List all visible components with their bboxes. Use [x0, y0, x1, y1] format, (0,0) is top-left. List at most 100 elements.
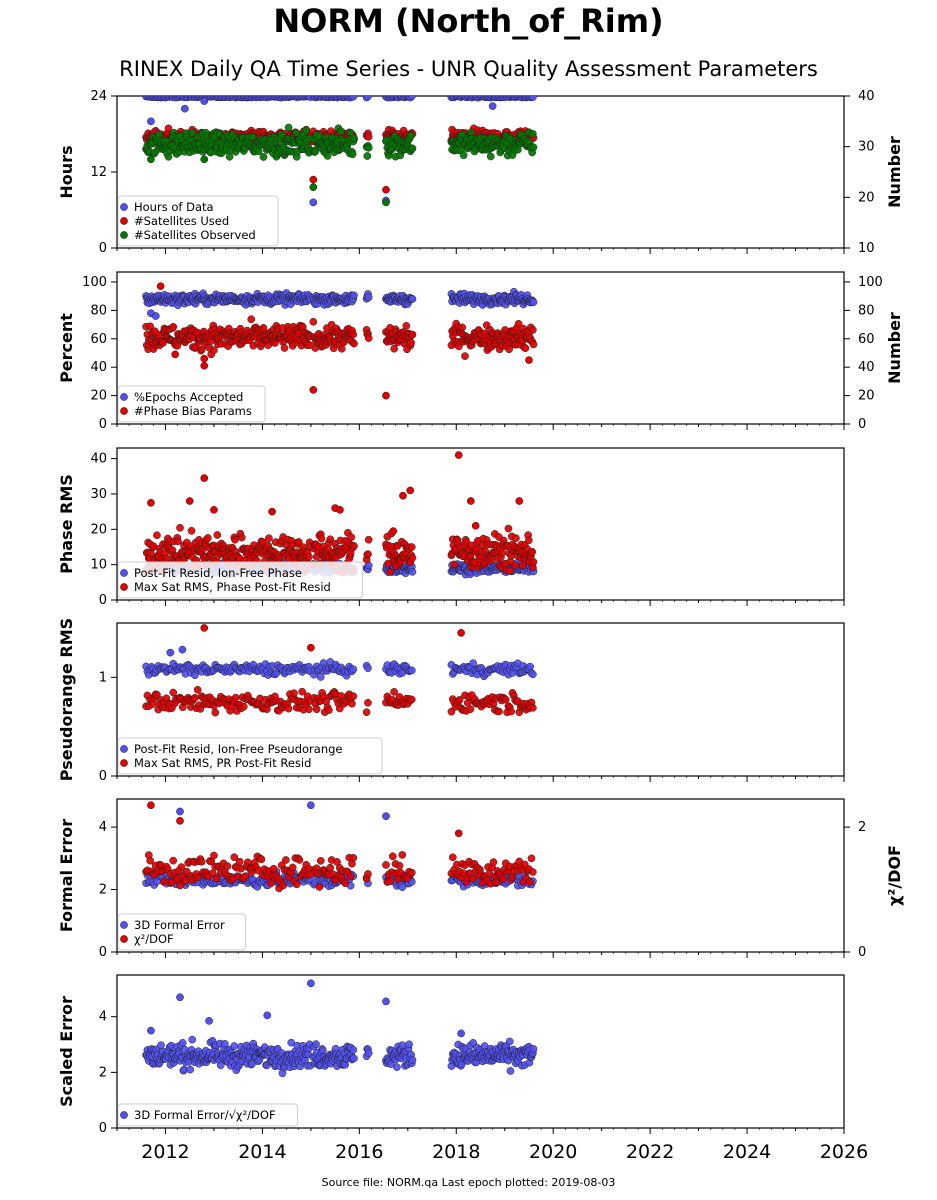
legend-label: #Phase Bias Params [134, 404, 252, 418]
data-point [216, 1061, 225, 1070]
y-tick-label: 0 [99, 945, 107, 960]
data-point [208, 869, 217, 878]
data-point [450, 560, 458, 569]
data-point [407, 543, 416, 551]
data-point [407, 338, 415, 347]
data-point [316, 857, 325, 865]
legend-marker [120, 583, 128, 591]
data-point [364, 96, 372, 101]
data-point [178, 1039, 187, 1047]
data-point [407, 868, 416, 877]
data-point [526, 878, 534, 886]
data-point [528, 703, 537, 712]
data-point [364, 334, 373, 342]
legend: Post-Fit Resid, Ion-Free PseudorangeMax … [117, 737, 383, 775]
y-axis-label: Formal Error [57, 819, 76, 932]
data-point [398, 851, 407, 859]
data-point [178, 645, 187, 654]
data-point [466, 497, 475, 505]
legend-marker [120, 393, 128, 401]
data-point [284, 123, 293, 132]
data-point [315, 131, 324, 140]
data-point [147, 801, 155, 810]
y-tick-label: 0 [99, 1121, 107, 1136]
data-point [488, 102, 497, 110]
data-point [364, 132, 373, 141]
legend-marker [120, 921, 128, 929]
data-point [454, 451, 463, 459]
data-point [528, 96, 537, 101]
data-point [241, 872, 249, 881]
panel-2: 0 20 40 60 80 100 0 20 40 60 80 100 Percent Number %Ep… [57, 271, 904, 432]
series-points [142, 624, 537, 717]
data-point [312, 705, 321, 714]
data-point [326, 535, 335, 544]
data-point [203, 534, 212, 542]
data-point [349, 665, 358, 674]
legend-label: χ²/DOF [134, 932, 174, 946]
data-point [407, 695, 416, 704]
data-point [312, 1040, 320, 1048]
data-point [171, 350, 180, 359]
data-point [466, 705, 475, 714]
data-point [447, 707, 456, 716]
data-point [307, 643, 315, 652]
legend-label: #Satellites Used [134, 214, 229, 228]
data-point [528, 547, 537, 556]
data-point [405, 1040, 413, 1049]
data-point [294, 538, 303, 546]
data-point [176, 523, 184, 532]
data-point [454, 829, 463, 838]
y-tick-label: 40 [90, 452, 107, 467]
figure-subtitle: RINEX Daily QA Time Series - UNR Quality… [119, 57, 818, 81]
legend-label: 3D Formal Error [134, 918, 225, 932]
data-point [527, 854, 536, 863]
y-axis-right-label: χ²/DOF [885, 845, 904, 906]
panel-3: 0 10 20 30 40 Phase RMS Post-Fit Resid, Ion-Fr… [57, 447, 845, 608]
data-point [258, 538, 267, 546]
data-point [147, 498, 155, 507]
data-point [408, 144, 417, 153]
data-point [200, 155, 209, 164]
data-point [469, 659, 477, 668]
data-point [350, 339, 358, 348]
data-point [529, 143, 538, 152]
y-tick-label: 30 [90, 487, 107, 502]
data-point [305, 705, 313, 714]
y-right-tick-label: 0 [858, 417, 866, 432]
legend: %Epochs Accepted#Phase Bias Params [117, 385, 266, 423]
data-point [390, 344, 398, 353]
data-point [185, 497, 194, 505]
data-point [210, 346, 218, 355]
data-point [499, 875, 507, 884]
data-point [526, 662, 534, 671]
data-point [364, 870, 372, 878]
data-point [524, 536, 533, 545]
y-tick-label: 20 [90, 389, 107, 404]
y-right-tick-label: 2 [858, 820, 866, 835]
data-point [280, 344, 289, 352]
data-point [390, 688, 398, 696]
data-point [193, 685, 202, 694]
data-point [284, 704, 293, 713]
data-point [489, 858, 498, 867]
y-tick-label: 12 [90, 165, 107, 180]
legend-box [117, 195, 279, 247]
data-point [348, 699, 356, 708]
data-point [307, 801, 315, 810]
data-point [382, 391, 390, 400]
data-point [492, 878, 501, 887]
y-tick-label: 0 [99, 417, 107, 432]
data-point [225, 152, 234, 161]
legend-label: #Satellites Observed [134, 228, 256, 242]
data-point [525, 356, 533, 364]
data-point [349, 1045, 358, 1054]
data-point [467, 128, 475, 137]
data-point [408, 554, 417, 562]
data-point [457, 629, 465, 637]
data-point [529, 340, 538, 349]
y-right-tick-label: 30 [858, 140, 875, 155]
data-point [349, 96, 358, 101]
data-point [200, 474, 209, 482]
